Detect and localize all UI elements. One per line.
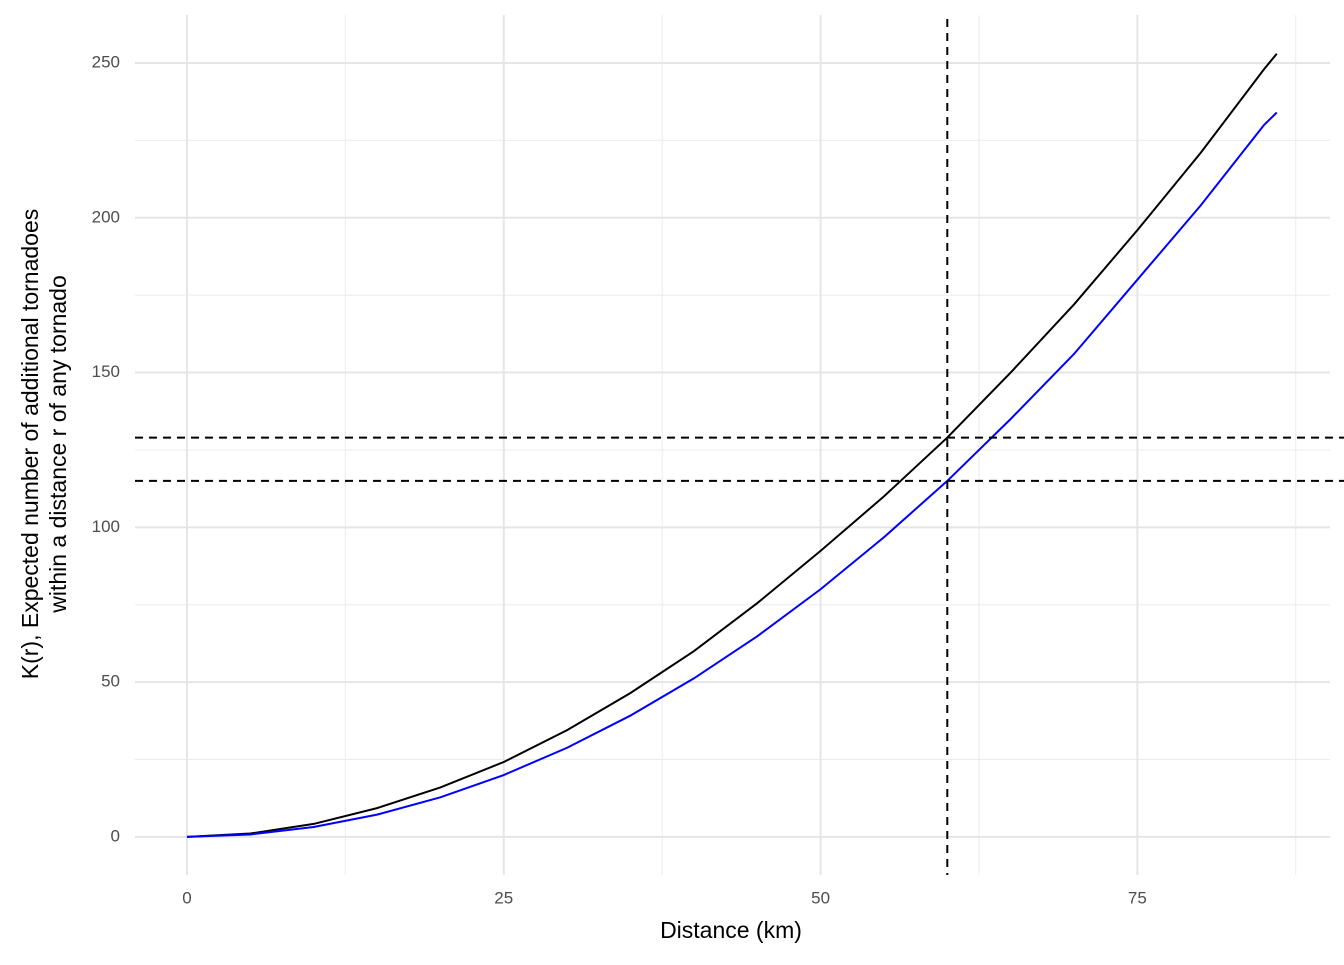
line-series xyxy=(186,53,1278,838)
y-tick-label: 0 xyxy=(111,826,120,845)
y-tick-label: 100 xyxy=(92,517,120,536)
y-tick-label: 50 xyxy=(101,672,120,691)
y-axis-title: within a distance r of any tornado xyxy=(45,275,71,614)
y-tick-label: 200 xyxy=(92,207,120,226)
y-axis-title: K(r), Expected number of additional torn… xyxy=(17,209,43,680)
x-tick-label: 25 xyxy=(494,888,513,907)
line-series xyxy=(186,111,1278,838)
y-tick-label: 150 xyxy=(92,362,120,381)
x-tick-label: 75 xyxy=(1128,888,1147,907)
y-tick-label: 250 xyxy=(92,52,120,71)
x-axis-title: Distance (km) xyxy=(660,917,802,943)
x-tick-label: 50 xyxy=(811,888,830,907)
x-tick-label: 0 xyxy=(182,888,191,907)
